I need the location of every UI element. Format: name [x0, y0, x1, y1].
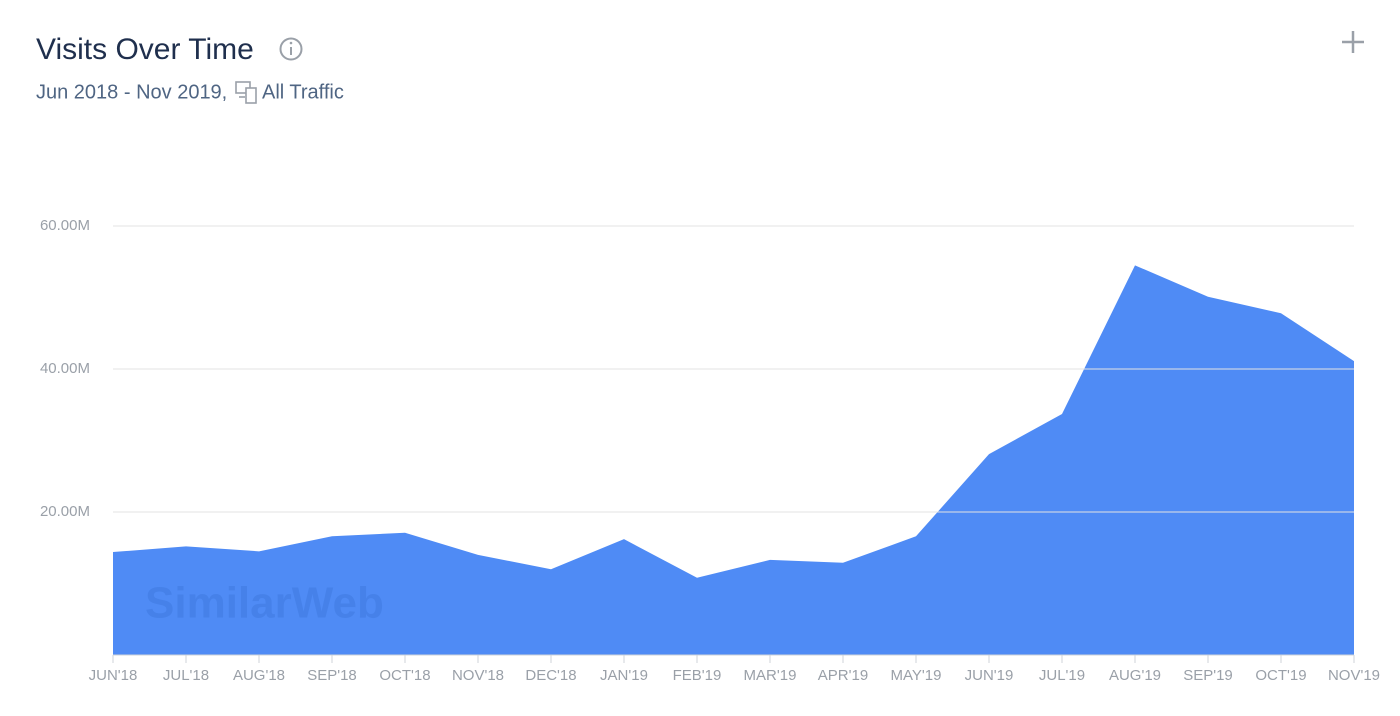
x-tick-label: NOV'19 [1328, 667, 1380, 684]
chart-title: Visits Over Time [36, 33, 254, 66]
x-tick-label: SEP'18 [307, 667, 357, 684]
x-tick-label: MAY'19 [891, 667, 942, 684]
x-tick-label: APR'19 [818, 667, 868, 684]
x-tick-label: NOV'18 [452, 667, 504, 684]
x-tick-label: DEC'18 [525, 667, 576, 684]
chart-subtitle: Jun 2018 - Nov 2019, [36, 81, 227, 103]
x-tick-label: JUN'18 [89, 667, 138, 684]
x-tick-label: JUL'19 [1039, 667, 1085, 684]
y-tick-label: 40.00M [40, 360, 90, 377]
traffic-label: All Traffic [262, 81, 344, 103]
x-tick-label: MAR'19 [744, 667, 797, 684]
add-icon[interactable] [1342, 31, 1364, 53]
x-tick-label: AUG'19 [1109, 667, 1161, 684]
y-tick-label: 20.00M [40, 503, 90, 520]
y-tick-label: 60.00M [40, 217, 90, 234]
x-tick-label: SEP'19 [1183, 667, 1233, 684]
x-tick-label: AUG'18 [233, 667, 285, 684]
x-tick-label: JUL'18 [163, 667, 209, 684]
x-tick-label: FEB'19 [673, 667, 722, 684]
x-tick-label: JAN'19 [600, 667, 648, 684]
info-icon[interactable] [279, 37, 303, 61]
x-tick-label: OCT'19 [1255, 667, 1306, 684]
x-tick-label: OCT'18 [379, 667, 430, 684]
watermark: SimilarWeb [145, 579, 384, 628]
area [113, 265, 1354, 655]
device-icon [235, 81, 257, 104]
x-tick-label: JUN'19 [965, 667, 1014, 684]
